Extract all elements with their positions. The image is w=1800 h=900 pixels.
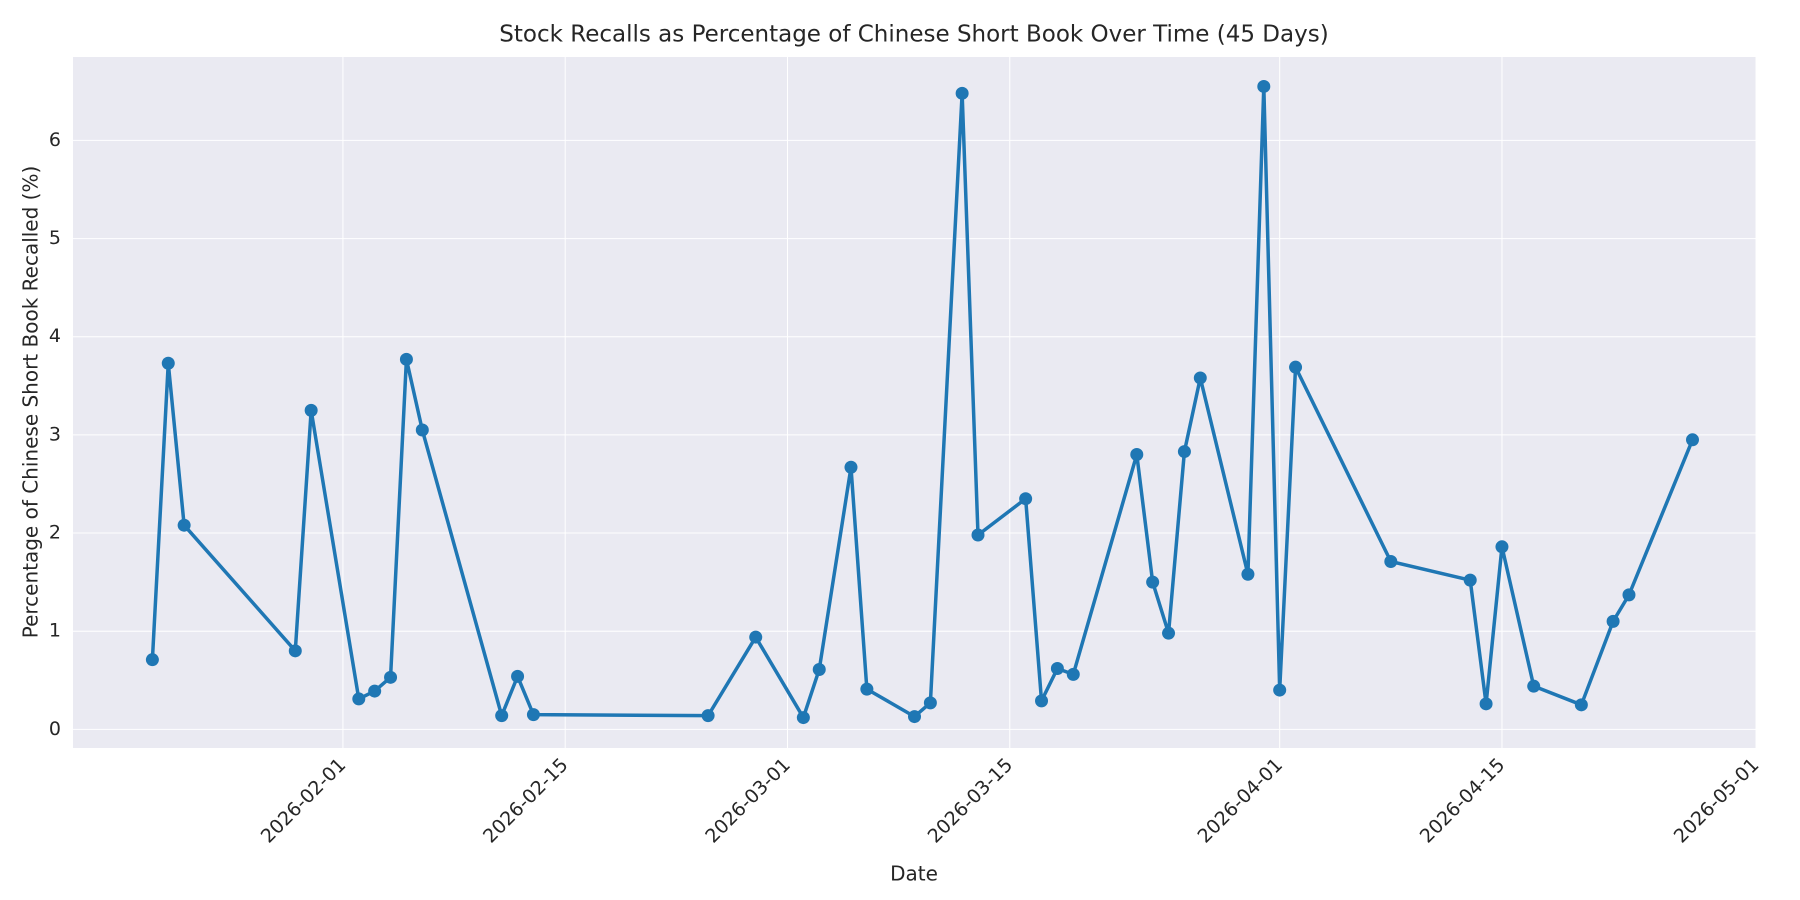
point xyxy=(1050,661,1064,675)
point xyxy=(1146,575,1160,589)
y-tick-label: 0 xyxy=(49,718,61,740)
x-tick-label: 2026-04-01 xyxy=(1193,754,1287,848)
y-tick-label: 5 xyxy=(49,227,61,249)
point xyxy=(923,696,937,710)
point xyxy=(1495,540,1509,554)
point xyxy=(971,528,985,542)
x-tick-label: 2026-03-01 xyxy=(701,754,795,848)
point xyxy=(1384,555,1398,569)
chart-title: Stock Recalls as Percentage of Chinese S… xyxy=(499,22,1328,48)
point xyxy=(288,644,302,658)
x-tick-label: 2026-05-01 xyxy=(1670,754,1764,848)
point xyxy=(1273,683,1287,697)
point xyxy=(1463,573,1477,587)
point xyxy=(955,86,969,100)
point xyxy=(511,669,525,683)
point xyxy=(495,709,509,723)
point xyxy=(1193,371,1207,385)
point xyxy=(1035,694,1049,708)
point xyxy=(1289,360,1303,374)
point xyxy=(908,710,921,724)
x-tick-label: 2026-02-15 xyxy=(479,754,573,848)
point xyxy=(749,630,763,644)
y-tick-label: 2 xyxy=(49,522,61,544)
y-axis-label: Percentage of Chinese Short Book Recalle… xyxy=(19,166,43,639)
x-tick-label: 2026-03-15 xyxy=(924,754,1018,848)
point xyxy=(796,711,810,725)
point xyxy=(161,356,175,370)
point xyxy=(1527,679,1541,693)
point xyxy=(368,684,382,698)
point xyxy=(1177,445,1191,459)
y-tick-label: 4 xyxy=(49,325,61,347)
y-tick-label: 3 xyxy=(49,423,61,445)
point xyxy=(1019,492,1033,506)
point xyxy=(1606,614,1620,628)
plot-area xyxy=(73,57,1756,748)
point xyxy=(860,682,874,696)
x-tick-label: 2026-04-15 xyxy=(1416,754,1510,848)
point xyxy=(399,352,413,366)
point xyxy=(352,692,366,706)
point xyxy=(1479,697,1493,711)
point xyxy=(384,670,398,684)
point xyxy=(177,518,191,532)
point xyxy=(1066,667,1080,681)
point xyxy=(526,708,540,722)
point xyxy=(1130,448,1144,462)
point xyxy=(415,423,429,437)
point xyxy=(1685,433,1699,447)
point xyxy=(304,403,318,417)
y-tick-label: 1 xyxy=(49,620,61,642)
point xyxy=(844,460,858,474)
point xyxy=(1622,588,1636,602)
point xyxy=(1241,567,1255,581)
point xyxy=(1257,79,1271,93)
point xyxy=(145,653,159,667)
point xyxy=(1574,698,1588,712)
point xyxy=(1162,626,1176,640)
y-tick-label: 6 xyxy=(49,129,61,151)
point xyxy=(812,662,826,676)
point xyxy=(701,709,715,723)
x-axis-label: Date xyxy=(890,862,938,886)
x-tick-label: 2026-02-01 xyxy=(257,754,351,848)
